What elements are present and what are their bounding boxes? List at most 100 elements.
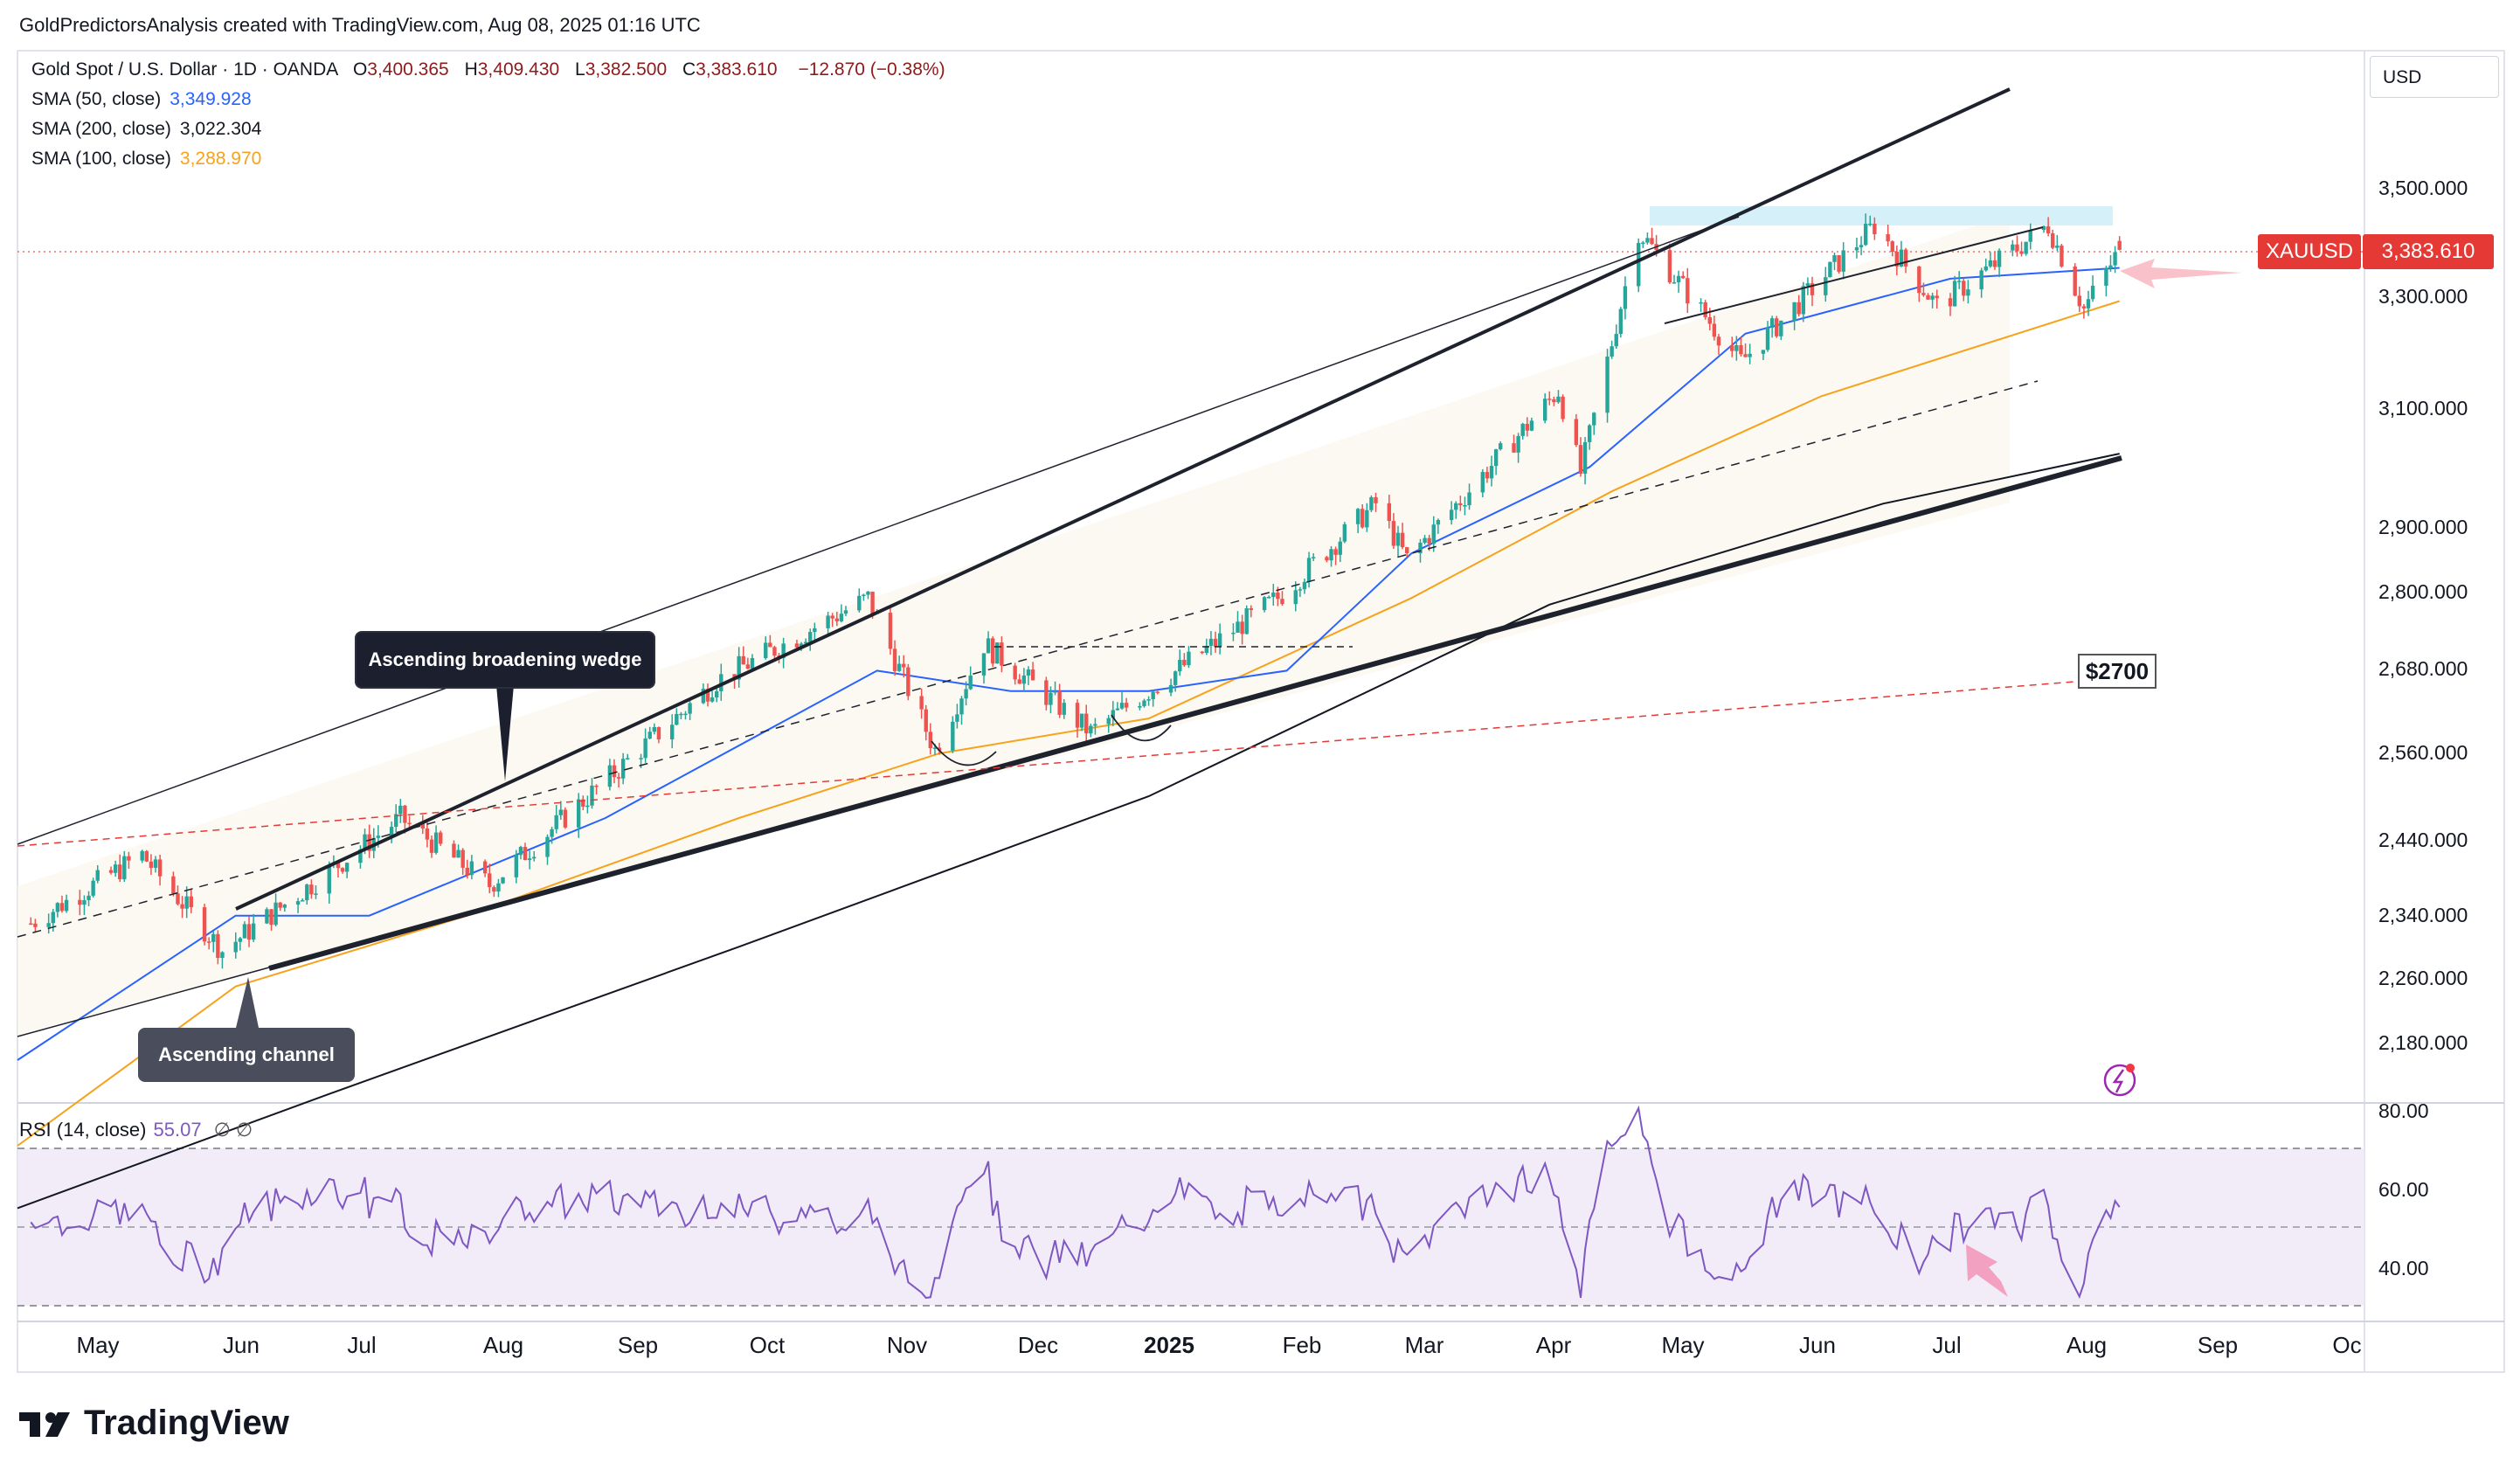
time-tick: Sep xyxy=(617,1332,659,1358)
candle-body xyxy=(488,873,492,888)
rsi-legend[interactable]: RSI (14, close) 55.07 ∅ ∅ xyxy=(19,1119,253,1141)
candle-body xyxy=(1703,302,1707,317)
time-tick: Aug xyxy=(482,1332,524,1358)
candle-body xyxy=(683,713,688,716)
candle-body xyxy=(1801,286,1806,315)
currency-selector[interactable]: USD xyxy=(2370,56,2499,98)
candle-body xyxy=(376,836,381,838)
time-tick: Sep xyxy=(2197,1332,2239,1358)
candle-body xyxy=(1200,651,1204,654)
wedge-callout-pointer xyxy=(496,685,514,781)
candle-body xyxy=(460,849,465,868)
candle-body xyxy=(675,713,679,725)
time-tick: Jul xyxy=(1932,1332,1962,1358)
candle-body xyxy=(834,618,840,621)
candle-body xyxy=(576,799,581,828)
price-tick: 2,900.000 xyxy=(2378,516,2468,538)
candle-body xyxy=(1730,345,1734,351)
candle-body xyxy=(1810,283,1815,295)
candle-body xyxy=(1712,323,1717,337)
sma50-label: SMA (50, close) xyxy=(31,89,162,109)
candle-body xyxy=(1610,346,1614,357)
alert-icon[interactable] xyxy=(2103,1064,2136,1097)
support-2700-line[interactable] xyxy=(17,681,2075,847)
candle-body xyxy=(113,864,118,873)
lower-trend-short[interactable] xyxy=(1664,226,2044,324)
brand-name: TradingView xyxy=(84,1404,289,1442)
candle-body xyxy=(202,907,207,942)
candle-body xyxy=(1262,597,1267,611)
candle-body xyxy=(220,952,225,959)
sma50-legend[interactable]: SMA (50, close) 3,349.928 xyxy=(31,89,252,110)
candle-body xyxy=(1917,266,1921,294)
candle-body xyxy=(1983,266,1988,271)
candle-body xyxy=(51,912,55,924)
channel-lower-line[interactable] xyxy=(17,480,2044,1037)
candle-body xyxy=(1979,270,1983,290)
candle-body xyxy=(714,690,719,698)
candle-body xyxy=(1142,700,1146,706)
time-tick: Jul xyxy=(347,1332,377,1358)
candle-body xyxy=(1355,509,1360,524)
candle-body xyxy=(1863,224,1868,246)
candle-body xyxy=(127,856,131,861)
channel-callout[interactable]: Ascending channel xyxy=(138,1028,355,1082)
rsi-layer xyxy=(30,1105,2121,1300)
candle-body xyxy=(772,647,777,656)
candle-body xyxy=(1645,238,1650,243)
sma200-legend[interactable]: SMA (200, close) 3,022.304 xyxy=(31,119,261,140)
candle-body xyxy=(1360,509,1365,528)
rsi-extra: ∅ ∅ xyxy=(213,1119,253,1141)
candle-body xyxy=(456,849,460,858)
candle-body xyxy=(305,884,309,901)
channel-upper-line[interactable] xyxy=(17,216,1740,845)
candle-body xyxy=(2028,230,2032,242)
candle-body xyxy=(1962,281,1966,296)
candle-body xyxy=(2051,232,2055,248)
candle-body xyxy=(803,641,808,644)
candle-body xyxy=(184,896,189,909)
wedge-callout[interactable]: Ascending broadening wedge xyxy=(355,631,655,689)
candle-body xyxy=(452,843,456,858)
candle-body xyxy=(892,648,897,671)
candle-body xyxy=(438,832,443,844)
sma100-value: 3,288.970 xyxy=(179,149,262,169)
candle-body xyxy=(981,653,987,676)
candle-body xyxy=(2077,295,2082,307)
sma200-value: 3,022.304 xyxy=(179,119,262,139)
candle-body xyxy=(1672,282,1677,284)
candle-body xyxy=(1489,466,1494,479)
candle-body xyxy=(269,909,273,926)
candle-body xyxy=(1187,651,1191,666)
candle-body xyxy=(2024,241,2028,254)
candle-body xyxy=(1592,413,1596,426)
candle-body xyxy=(1556,396,1561,403)
candle-body xyxy=(1208,638,1214,646)
candle-body xyxy=(545,836,550,857)
candle-body xyxy=(2011,244,2015,251)
candle-body xyxy=(1890,241,1894,253)
sma100-legend[interactable]: SMA (100, close) 3,288.970 xyxy=(31,149,261,170)
candle-body xyxy=(1805,283,1810,287)
candle-body xyxy=(118,864,122,880)
candle-body xyxy=(1686,278,1690,304)
channel-mid-line[interactable] xyxy=(17,380,2039,938)
ohlc-low: L3,382.500 xyxy=(575,59,668,80)
candle-body xyxy=(403,805,407,823)
candle-body xyxy=(1930,295,1935,300)
candle-body xyxy=(1311,557,1316,558)
level-2700-label[interactable]: $2700 xyxy=(2078,654,2157,689)
candle-body xyxy=(843,610,848,614)
candle-body xyxy=(1329,549,1333,561)
candle-body xyxy=(2086,299,2091,309)
ohlc-close: C3,383.610 xyxy=(682,59,778,80)
candle-body xyxy=(527,858,532,861)
candle-body xyxy=(282,905,287,908)
sma-100-layer xyxy=(17,300,2121,1147)
candles-layer xyxy=(29,213,2122,969)
candle-body xyxy=(813,628,817,633)
candle-body xyxy=(1792,302,1797,321)
candle-body xyxy=(2015,244,2019,252)
candle-body xyxy=(1458,503,1463,506)
